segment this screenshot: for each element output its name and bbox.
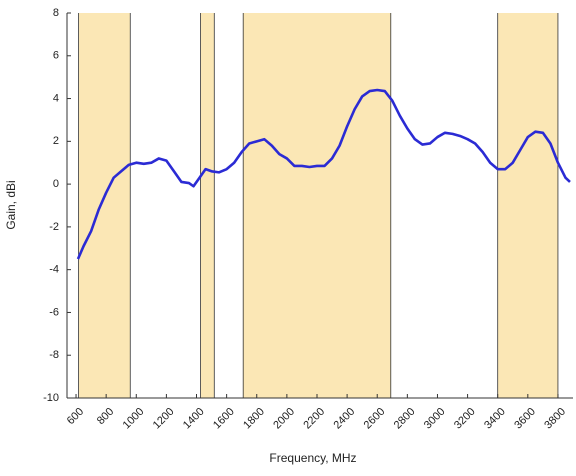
x-tick-label: 3400 xyxy=(482,406,508,432)
x-tick-label: 1800 xyxy=(241,406,267,432)
x-tick-label: 3600 xyxy=(512,406,538,432)
y-tick-label: -4 xyxy=(49,264,59,276)
y-tick-label: -6 xyxy=(49,306,59,318)
x-tick-label: 1400 xyxy=(181,406,207,432)
gain-line xyxy=(76,88,571,260)
frequency-band xyxy=(497,13,558,398)
frequency-band xyxy=(243,13,391,398)
x-tick-label: 3200 xyxy=(452,406,478,432)
y-tick-label: -8 xyxy=(49,349,59,361)
x-tick-label: 2600 xyxy=(362,406,388,432)
y-axis-title: Gain, dBi xyxy=(4,180,18,229)
x-tick-label: 2000 xyxy=(271,406,297,432)
frequency-band xyxy=(200,13,215,398)
frequency-band xyxy=(78,13,131,398)
y-tick-label: 2 xyxy=(53,135,59,147)
x-tick-label: 1200 xyxy=(151,406,177,432)
x-axis-title: Frequency, MHz xyxy=(269,451,356,465)
y-tick-label: 6 xyxy=(53,50,59,62)
y-tick-label: -2 xyxy=(49,221,59,233)
x-tick-label: 2200 xyxy=(301,406,327,432)
x-tick-label: 3000 xyxy=(422,406,448,432)
y-tick-label: -10 xyxy=(43,392,59,404)
x-tick-label: 600 xyxy=(65,406,86,427)
y-tick-label: 4 xyxy=(53,92,59,104)
x-tick-label: 1000 xyxy=(121,406,147,432)
x-tick-label: 2400 xyxy=(331,406,357,432)
x-tick-label: 3800 xyxy=(542,406,568,432)
x-tick-label: 1600 xyxy=(211,406,237,432)
y-tick-label: 8 xyxy=(53,7,59,19)
x-tick-label: 2800 xyxy=(392,406,418,432)
x-tick-label: 800 xyxy=(95,406,116,427)
y-tick-label: 0 xyxy=(53,178,59,190)
